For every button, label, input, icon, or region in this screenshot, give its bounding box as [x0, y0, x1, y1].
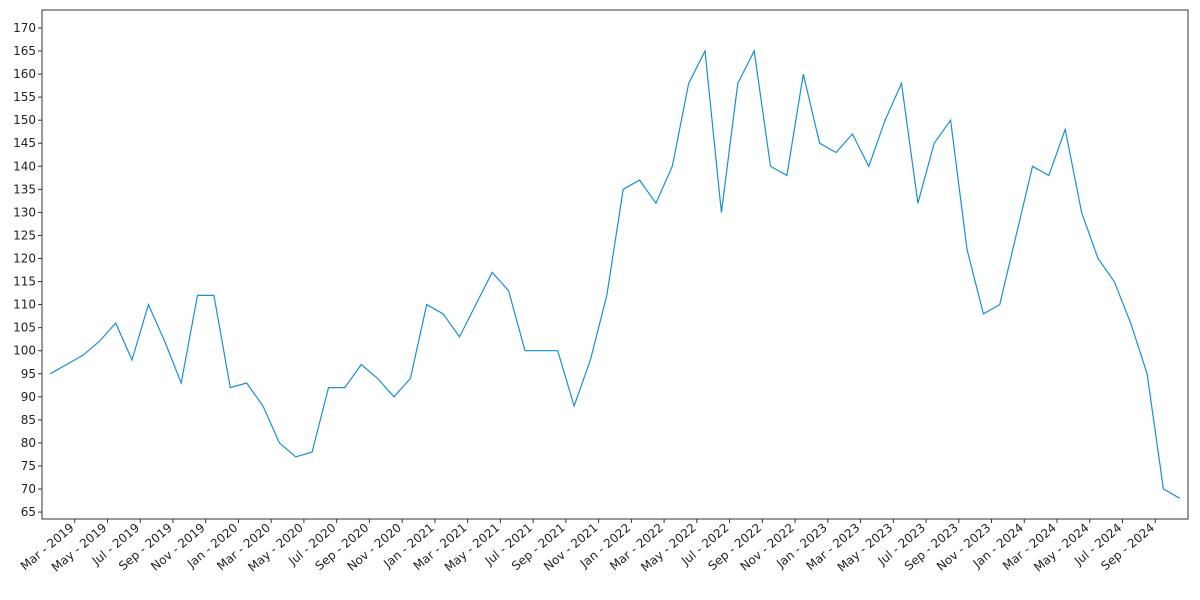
y-tick-label: 65 — [21, 505, 36, 519]
y-tick-label: 155 — [13, 90, 36, 104]
y-tick-label: 75 — [21, 459, 36, 473]
y-tick-label: 100 — [13, 344, 36, 358]
y-tick-label: 150 — [13, 113, 36, 127]
y-tick-label: 125 — [13, 228, 36, 242]
price-line — [49, 48, 1181, 499]
y-tick-label: 145 — [13, 136, 36, 150]
y-tick-label: 70 — [21, 482, 36, 496]
y-tick-label: 80 — [21, 436, 36, 450]
y-tick-label: 130 — [13, 205, 36, 219]
y-tick-label: 105 — [13, 321, 36, 335]
y-tick-label: 165 — [13, 44, 36, 58]
y-tick-label: 110 — [13, 298, 36, 312]
y-tick-label: 95 — [21, 367, 36, 381]
y-tick-label: 135 — [13, 182, 36, 196]
y-tick-label: 90 — [21, 390, 36, 404]
y-tick-label: 140 — [13, 159, 36, 173]
y-tick-label: 170 — [13, 21, 36, 35]
y-tick-label: 115 — [13, 275, 36, 289]
y-tick-label: 160 — [13, 67, 36, 81]
plot-frame — [41, 9, 1189, 520]
y-tick-label: 120 — [13, 252, 36, 266]
y-tick-label: 85 — [21, 413, 36, 427]
